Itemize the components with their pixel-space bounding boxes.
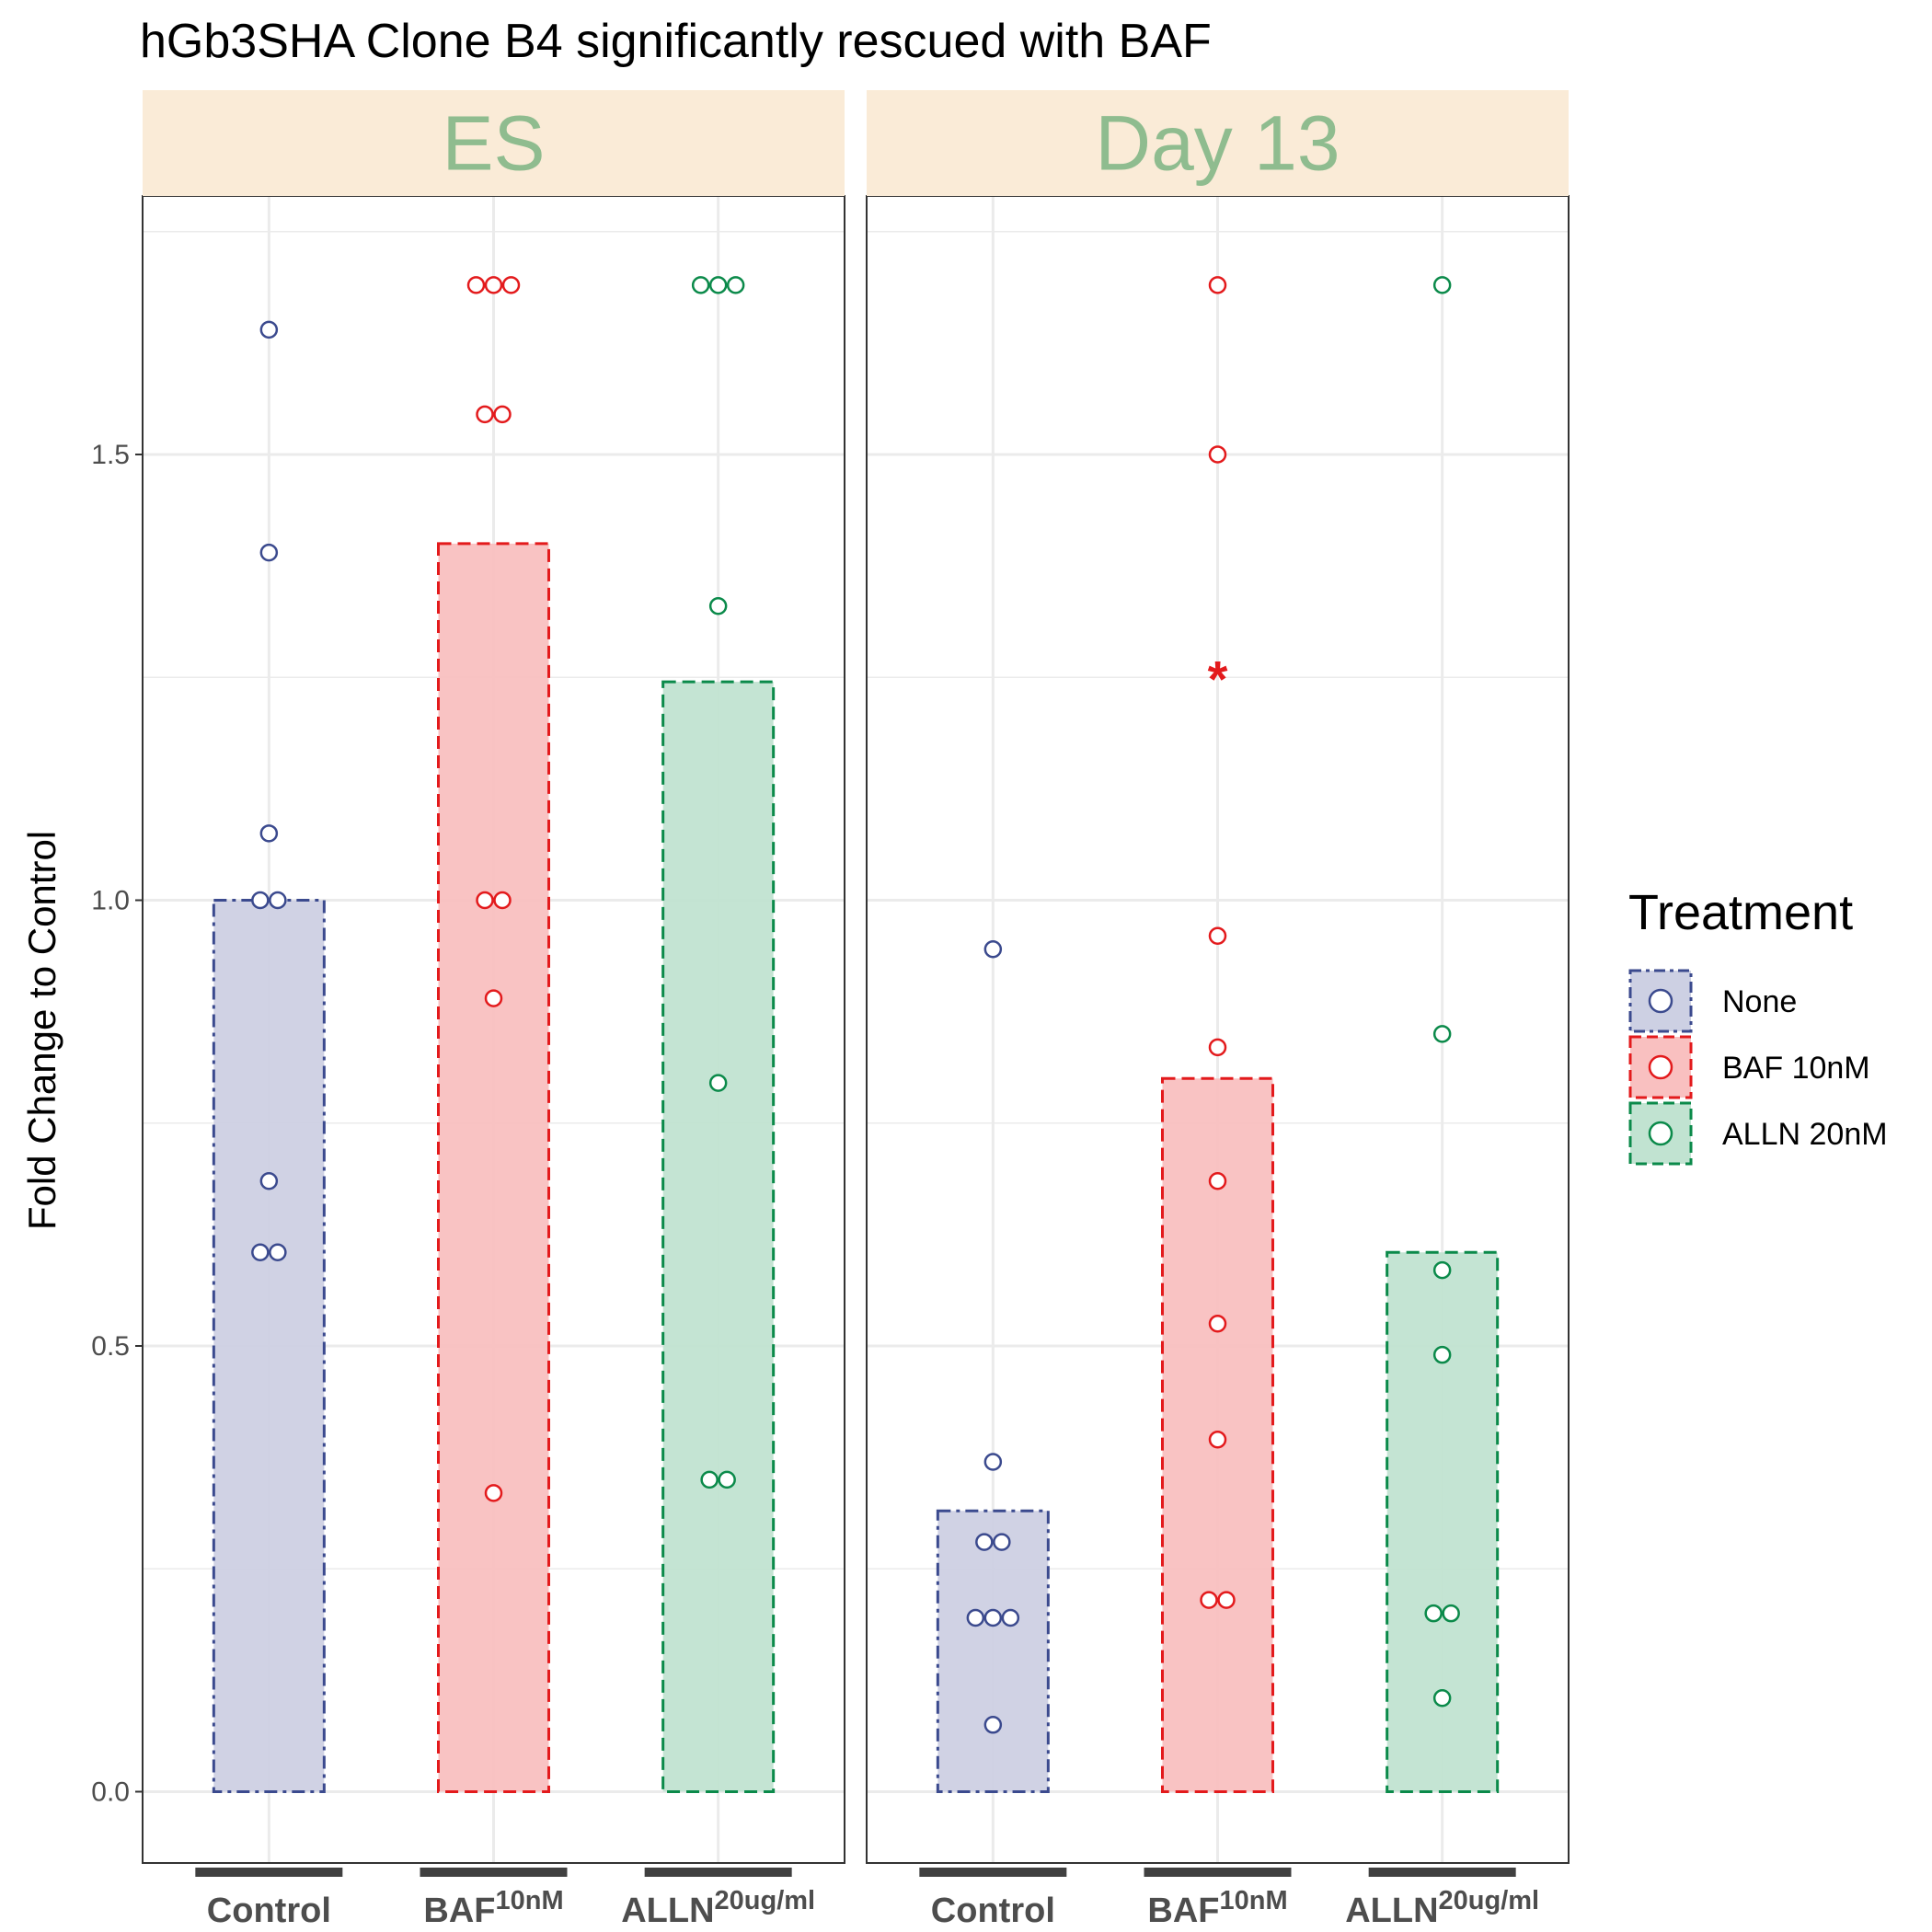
data-point [983, 1716, 1003, 1734]
y-tick-label: 0.0 [91, 1777, 130, 1807]
legend-key-point [1648, 988, 1673, 1014]
x-axis-category-bar [1144, 1868, 1292, 1877]
bar-none [212, 898, 326, 1793]
data-point [708, 596, 728, 615]
facet-strip [143, 90, 845, 196]
data-point [983, 940, 1003, 959]
data-point [708, 1074, 728, 1092]
data-point [966, 1608, 985, 1627]
x-axis-category-bar [919, 1868, 1067, 1877]
data-point [1424, 1604, 1443, 1623]
y-tick-label: 0.5 [91, 1331, 130, 1362]
data-point [476, 891, 494, 910]
data-point [1432, 276, 1452, 294]
data-point [466, 276, 486, 294]
data-point [708, 276, 728, 294]
legend-label-none: None [1722, 984, 1797, 1019]
data-point [1432, 1025, 1452, 1043]
panel-0: ES Control BAF10nM ALLN20ug/ml [142, 90, 845, 1930]
data-point [476, 405, 494, 424]
facet-strip-label: ES [442, 100, 545, 187]
x-tick-label: Control [931, 1892, 1055, 1930]
data-point [269, 1243, 287, 1261]
data-point [1208, 1315, 1227, 1333]
legend-label-alln-20nm: ALLN 20nM [1722, 1117, 1888, 1152]
data-point [718, 1470, 736, 1489]
x-tick-label: ALLN20ug/ml [1345, 1886, 1539, 1930]
bar-alln-20nm [1386, 1250, 1500, 1793]
facet-strip-label: Day 13 [1095, 100, 1340, 187]
data-point [493, 405, 512, 424]
data-point [1208, 1430, 1227, 1449]
data-point [993, 1533, 1011, 1551]
x-tick-label: BAF10nM [423, 1886, 563, 1930]
data-point [1208, 445, 1227, 464]
data-point [975, 1533, 994, 1551]
data-point [1432, 1345, 1452, 1364]
chart-title: hGb3SHA Clone B4 significantly rescued w… [140, 15, 1212, 68]
data-point [1208, 276, 1227, 294]
data-point [983, 1453, 1003, 1471]
data-point [1217, 1591, 1236, 1609]
data-point [484, 1484, 503, 1502]
y-axis-label: Fold Change to Control [20, 831, 63, 1230]
bar-baf-10nm [437, 542, 550, 1793]
data-point [1200, 1591, 1218, 1609]
y-tick-label: 1.0 [91, 885, 130, 915]
data-point [700, 1470, 719, 1489]
data-point [501, 276, 521, 294]
data-point [1442, 1604, 1460, 1623]
data-point [484, 276, 503, 294]
data-point [259, 320, 279, 339]
data-point [1432, 1688, 1452, 1708]
data-point [1208, 1038, 1227, 1057]
facet-strip [867, 90, 1569, 196]
data-point [484, 989, 503, 1007]
data-point [259, 543, 279, 562]
legend-key-point [1648, 1054, 1673, 1080]
legend-key-point [1648, 1121, 1673, 1146]
data-point [259, 824, 279, 843]
legend: Treatment None BAF 10nM ALLN 20nM [1628, 885, 1888, 1166]
x-axis-category-bar [1368, 1868, 1516, 1877]
panel-1: * Day 13 Control BAF10nM ALLN20ug/ml [866, 90, 1570, 1930]
x-tick-label: Control [207, 1892, 331, 1930]
data-point [1208, 1171, 1227, 1190]
x-tick-label: BAF10nM [1147, 1886, 1287, 1930]
significance-annotation: * [1208, 650, 1228, 707]
data-point [726, 276, 745, 294]
x-axis-category-bar [644, 1868, 792, 1877]
legend-label-baf-10nm: BAF 10nM [1722, 1051, 1870, 1086]
bar-none [936, 1509, 1050, 1793]
x-tick-label: ALLN20ug/ml [621, 1886, 815, 1930]
data-point [259, 1171, 279, 1190]
data-point [1001, 1608, 1020, 1627]
data-point [983, 1608, 1003, 1627]
data-point [1208, 926, 1227, 946]
data-point [269, 891, 287, 910]
legend-title: Treatment [1628, 885, 1853, 940]
data-point [251, 891, 270, 910]
data-point [493, 891, 512, 910]
x-axis-category-bar [195, 1868, 343, 1877]
data-point [1432, 1260, 1452, 1280]
bar-alln-20nm [661, 680, 776, 1793]
data-point [691, 276, 710, 294]
y-tick-label: 1.5 [91, 440, 130, 470]
x-axis-category-bar [420, 1868, 568, 1877]
data-point [251, 1243, 270, 1261]
